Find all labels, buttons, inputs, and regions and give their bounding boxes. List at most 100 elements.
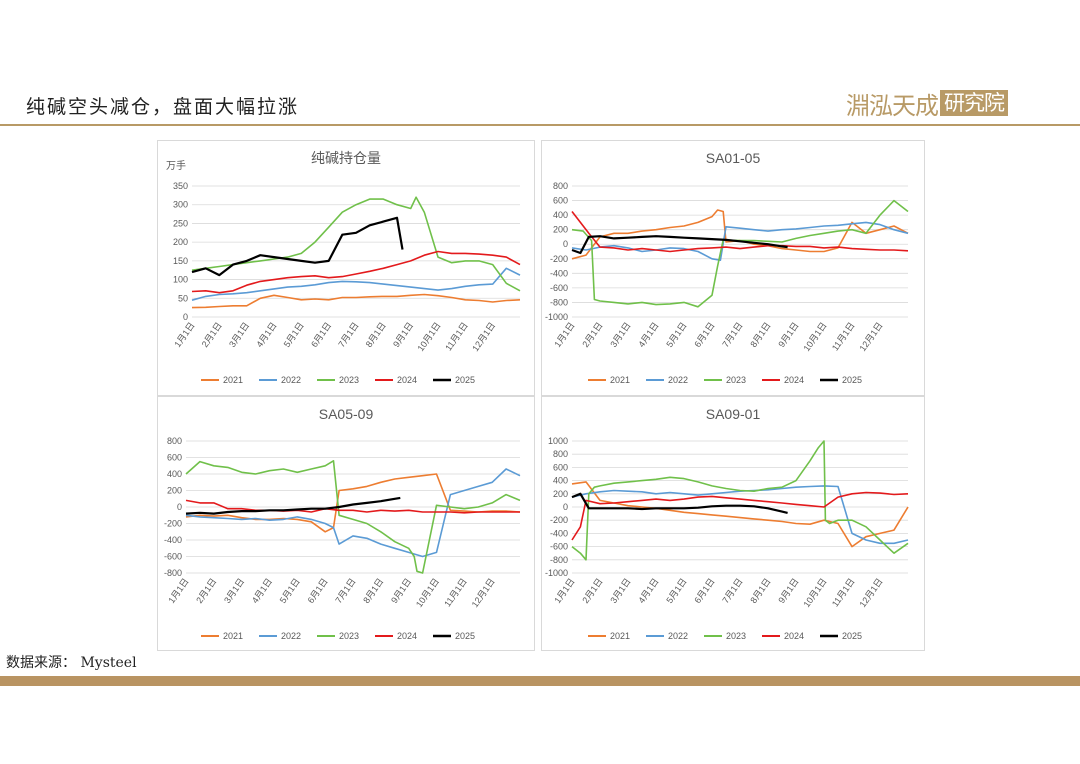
x-tick-label: 4月1日: [254, 320, 278, 349]
y-tick-label: -1000: [545, 312, 568, 322]
y-axis-unit: 万手: [166, 159, 186, 172]
y-tick-label: -800: [550, 555, 568, 565]
legend-label-2022: 2022: [281, 631, 301, 641]
y-tick-label: 0: [563, 502, 568, 512]
y-tick-label: 600: [553, 196, 568, 206]
legend-label-2021: 2021: [610, 631, 630, 641]
y-tick-label: -400: [550, 528, 568, 538]
x-tick-label: 11月1日: [442, 576, 469, 608]
series-line-2025: [185, 496, 401, 515]
x-tick-label: 1月1日: [552, 320, 576, 349]
series-line-2022: [185, 468, 521, 558]
x-tick-label: 12月1日: [470, 320, 497, 353]
y-tick-label: 600: [167, 453, 182, 463]
sa05-09-chart: SA05-09 -800 -600 -400 -200 0 200 400 600 800 1月1日…: [164, 406, 521, 641]
sa01-05-chart: SA01-05 -1000 -800 -600 -400 -200 0 200 400 600 80…: [545, 150, 909, 385]
series-line-2024: [185, 499, 520, 514]
x-tick-label: 6月1日: [692, 576, 716, 605]
x-tick-label: 2月1日: [194, 576, 218, 605]
y-tick-label: 350: [173, 181, 188, 191]
y-tick-label: -400: [550, 268, 568, 278]
y-tick-label: 300: [173, 200, 188, 210]
legend-label-2021: 2021: [610, 375, 630, 385]
chart-panel-sa05-09: SA05-09 -800 -600 -400 -200 0 200 400 600 800 1月1日…: [157, 396, 535, 651]
y-tick-label: 200: [553, 225, 568, 235]
x-tick-label: 8月1日: [361, 576, 385, 605]
x-tick-label: 1月1日: [552, 576, 576, 605]
y-tick-label: 50: [178, 293, 188, 303]
y-tick-label: 400: [167, 469, 182, 479]
x-tick-label: 10月1日: [416, 320, 443, 353]
y-tick-label: -200: [550, 515, 568, 525]
x-tick-label: 2月1日: [580, 576, 604, 605]
y-tick-label: 0: [563, 239, 568, 249]
legend-label-2023: 2023: [726, 375, 746, 385]
x-tick-label: 8月1日: [748, 320, 772, 349]
x-tick-label: 2月1日: [580, 320, 604, 349]
y-tick-label: -400: [164, 535, 182, 545]
y-tick-label: 600: [553, 462, 568, 472]
chart-panel-open-interest: 纯碱持仓量 万手 0 50 100 150 200 250 300 350 1月1日 2月1日 3月1日…: [157, 140, 535, 396]
header-rule: [0, 124, 1080, 126]
legend-label-2024: 2024: [397, 375, 417, 385]
y-tick-label: 400: [553, 210, 568, 220]
logo-main-text: 淵泓天成: [846, 91, 939, 120]
chart-panel-sa01-05: SA01-05 -1000 -800 -600 -400 -200 0 200 400 600 80…: [541, 140, 925, 396]
x-tick-label: 1月1日: [166, 576, 190, 605]
legend-label-2022: 2022: [668, 631, 688, 641]
series-line-2021: [191, 293, 521, 309]
y-tick-label: 200: [173, 237, 188, 247]
y-tick-label: 800: [553, 181, 568, 191]
x-tick-label: 3月1日: [222, 576, 246, 605]
legend-label-2022: 2022: [668, 375, 688, 385]
x-tick-label: 7月1日: [333, 576, 357, 605]
legend-label-2024: 2024: [784, 375, 804, 385]
x-tick-label: 12月1日: [858, 576, 885, 609]
x-tick-label: 3月1日: [227, 320, 251, 349]
legend-label-2024: 2024: [397, 631, 417, 641]
series-line-2024: [191, 250, 521, 294]
series-line-2022: [571, 485, 909, 545]
y-tick-label: -600: [550, 542, 568, 552]
x-tick-label: 4月1日: [250, 576, 274, 605]
x-tick-label: 7月1日: [336, 320, 360, 349]
series-line-2024: [571, 491, 909, 541]
y-tick-label: -1000: [545, 568, 568, 578]
x-tick-label: 11月1日: [830, 576, 857, 608]
legend-label-2025: 2025: [455, 375, 475, 385]
x-tick-label: 11月1日: [830, 320, 857, 352]
legend-label-2025: 2025: [842, 631, 862, 641]
data-source-note: 数据来源： Mysteel: [6, 655, 137, 671]
x-tick-label: 5月1日: [278, 576, 302, 605]
y-tick-label: -800: [164, 568, 182, 578]
series-line-2023: [571, 440, 909, 561]
x-tick-label: 5月1日: [282, 320, 306, 349]
legend-label-2023: 2023: [339, 631, 359, 641]
logo-box-text: 研究院: [940, 90, 1008, 116]
legend-label-2025: 2025: [455, 631, 475, 641]
legend-label-2023: 2023: [726, 631, 746, 641]
legend-label-2021: 2021: [223, 375, 243, 385]
x-tick-label: 9月1日: [776, 320, 800, 349]
y-tick-label: 250: [173, 218, 188, 228]
chart-title: SA05-09: [319, 406, 374, 422]
series-line-2022: [571, 221, 909, 261]
legend-label-2021: 2021: [223, 631, 243, 641]
y-tick-label: -600: [164, 552, 182, 562]
x-tick-label: 12月1日: [858, 320, 885, 353]
y-tick-label: 0: [183, 312, 188, 322]
x-tick-label: 8月1日: [364, 320, 388, 349]
y-tick-label: 800: [167, 436, 182, 446]
x-tick-label: 5月1日: [664, 320, 688, 349]
x-tick-label: 7月1日: [720, 576, 744, 605]
x-tick-label: 1月1日: [172, 320, 196, 349]
slide-title: 纯碱空头减仓，盘面大幅拉涨: [26, 96, 300, 118]
x-tick-label: 4月1日: [636, 576, 660, 605]
chart-panel-sa09-01: SA09-01 -1000 -800 -600 -400 -200 0 200 400 600 80…: [541, 396, 925, 651]
series-line-2023: [185, 459, 521, 574]
x-tick-label: 9月1日: [389, 576, 413, 605]
y-tick-label: -200: [164, 519, 182, 529]
x-tick-label: 6月1日: [306, 576, 330, 605]
series-line-2025: [571, 235, 788, 255]
